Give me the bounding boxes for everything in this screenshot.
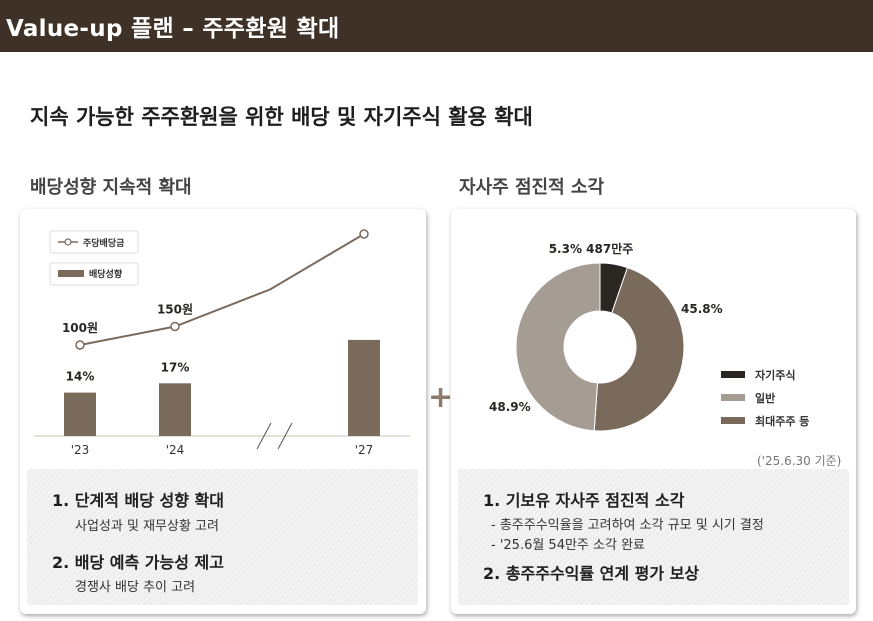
dps-line bbox=[79, 233, 365, 346]
payout-bar-label-0: 14% bbox=[66, 370, 95, 384]
donut-legend-swatch-2 bbox=[721, 417, 745, 424]
dps-label-0: 100원 bbox=[62, 321, 98, 335]
payout-bar-3 bbox=[348, 339, 380, 436]
treasury-item-2-title: 2. 총주주수익률 연계 평가 보상 bbox=[483, 564, 700, 583]
legend-dps-label: 주당배당금 bbox=[83, 237, 125, 249]
header-title: Value-up 플랜 – 주주환원 확대 bbox=[6, 16, 340, 42]
donut-slice-2 bbox=[515, 262, 601, 432]
dps-point-1 bbox=[170, 321, 180, 332]
donut-label-2: 48.9% bbox=[489, 400, 531, 414]
plus-sign: + bbox=[428, 380, 454, 415]
donut-label-0: 5.3% 487만주 bbox=[549, 241, 634, 256]
reference-date-note: ('25.6.30 기준) bbox=[757, 454, 842, 468]
legend-payout-swatch bbox=[58, 270, 84, 277]
dividend-item-2-detail: 경쟁사 배당 추이 고려 bbox=[75, 580, 196, 595]
treasury-item-1-detail-2: - '25.6월 54만주 소각 완료 bbox=[491, 538, 646, 553]
donut-slice-1 bbox=[593, 266, 685, 432]
treasury-item-1-title: 1. 기보유 자사주 점진적 소각 bbox=[483, 491, 685, 510]
x-tick-label-1: '24 bbox=[166, 443, 185, 457]
legend-dps-marker bbox=[64, 238, 72, 246]
dividend-item-1-detail: 사업성과 및 재무상황 고려 bbox=[75, 519, 219, 534]
payout-bar-0 bbox=[64, 392, 96, 436]
dps-label-1: 150원 bbox=[157, 303, 193, 317]
dividend-item-1-title: 1. 단계적 배당 성향 확대 bbox=[52, 491, 224, 510]
legend-payout-box bbox=[49, 262, 139, 286]
header-bar: Value-up 플랜 – 주주환원 확대 bbox=[0, 0, 873, 52]
treasury-item-1-detail-1: - 총주주수익율을 고려하여 소각 규모 및 시기 결정 bbox=[491, 518, 764, 533]
page-subtitle: 지속 가능한 주주환원을 위한 배당 및 자기주식 활용 확대 bbox=[30, 105, 533, 129]
donut-legend-swatch-0 bbox=[721, 371, 745, 378]
donut-legend-swatch-1 bbox=[721, 394, 745, 401]
treasury-textbox: 1. 기보유 자사주 점진적 소각 - 총주주수익율을 고려하여 소각 규모 및… bbox=[458, 469, 849, 605]
x-tick-label-3: '27 bbox=[355, 443, 374, 457]
dividend-item-2-title: 2. 배당 예측 가능성 제고 bbox=[52, 553, 224, 572]
donut-legend-label-0: 자기주식 bbox=[755, 368, 795, 382]
donut-legend-label-2: 최대주주 등 bbox=[755, 414, 809, 428]
donut-legend-label-1: 일반 bbox=[755, 391, 775, 405]
dps-point-3 bbox=[359, 229, 369, 239]
left-section-title: 배당성향 지속적 확대 bbox=[30, 177, 192, 198]
dividend-textbox: 1. 단계적 배당 성향 확대 사업성과 및 재무상황 고려 2. 배당 예측 … bbox=[27, 469, 418, 605]
dps-point-0 bbox=[75, 340, 85, 350]
payout-bar-1 bbox=[159, 383, 191, 436]
legend-dps-box bbox=[49, 230, 139, 254]
payout-bar-label-1: 17% bbox=[161, 360, 190, 374]
axis-break-mark-1 bbox=[256, 422, 272, 450]
donut-label-1: 45.8% bbox=[681, 302, 723, 316]
legend-payout-label: 배당성향 bbox=[89, 268, 123, 280]
x-tick-label-0: '23 bbox=[71, 443, 90, 457]
axis-break-mark-2 bbox=[277, 422, 293, 450]
right-section-title: 자사주 점진적 소각 bbox=[459, 177, 605, 198]
